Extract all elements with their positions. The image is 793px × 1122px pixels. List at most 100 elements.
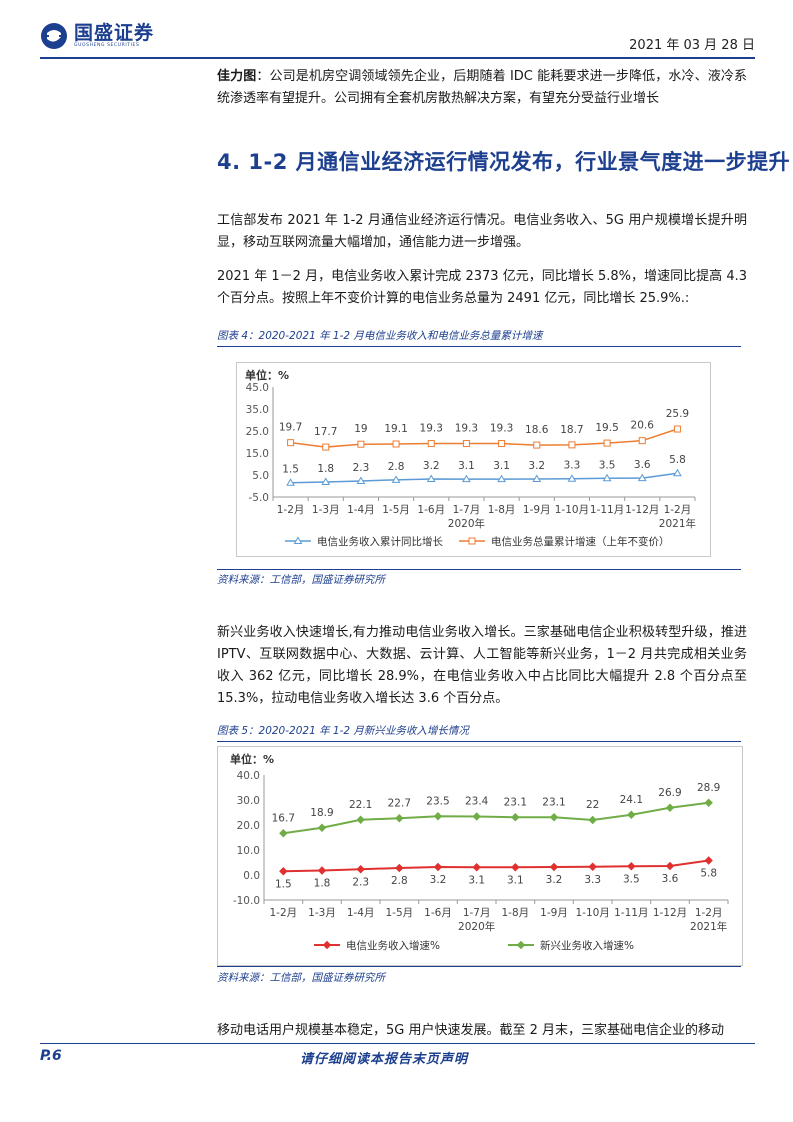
data-point [588,815,597,825]
page-number: P.6 [40,1048,62,1064]
series-line [290,428,678,448]
data-label: 23.1 [542,796,565,808]
data-point [356,815,365,824]
data-label: 19.1 [384,423,407,435]
x-tick-label: 1-4月 [347,504,375,516]
data-point [498,440,506,448]
legend-marker [468,537,476,545]
x-tick-label: 1-6月 [424,907,452,919]
data-label: 1.8 [314,878,331,890]
data-label: 3.2 [423,460,440,472]
data-label: 24.1 [620,794,643,806]
data-label: 3.1 [507,874,524,886]
data-point [665,861,675,871]
x-tick-label: 1-3月 [312,504,340,516]
year-label: 2021年 [690,920,727,933]
year-label: 2021年 [659,517,696,530]
data-point [286,478,295,486]
figure-5-caption: 图表 5：2020-2021 年 1-2 月新兴业务收入增长情况 [217,725,469,737]
y-tick-label: 5.0 [252,470,269,482]
data-label: 3.6 [634,459,651,471]
x-tick-label: 1-3月 [308,907,336,919]
data-label: 18.6 [525,424,549,436]
data-point [462,474,471,483]
figure-4-bottom-rule [217,569,741,570]
data-point [627,862,636,871]
data-label: 3.1 [458,460,475,472]
data-point [638,437,646,445]
data-point [427,440,435,448]
y-tick-label: 0.0 [243,870,260,882]
data-label: 1.5 [275,878,292,890]
data-point [462,440,470,448]
year-label: 2020年 [448,517,485,530]
data-point [317,866,327,875]
data-point [567,474,577,482]
data-label: 5.8 [669,454,686,466]
data-point [317,823,327,832]
data-label: 25.9 [666,408,689,420]
data-point [433,812,443,821]
data-point [357,440,365,448]
x-tick-label: 1-5月 [386,907,414,919]
x-tick-label: 1-10月 [555,504,589,516]
figure-5-chart: 单位：% 40.0 30.0 20.0 10.0 0.0 -10.0 1-2月 1-3月 1-4月… [217,746,743,966]
data-point [391,475,401,483]
x-tick-label: 1-2月 [664,504,692,516]
figure-5-bottom-rule [217,966,741,967]
data-label: 3.5 [623,873,640,885]
data-point [426,474,436,482]
data-label: 3.2 [430,874,447,886]
y-tick-label: 20.0 [237,820,260,832]
data-point [287,439,295,447]
x-tick-label: 1-6月 [417,504,445,516]
logo-icon [41,23,67,49]
legend-marker [516,940,526,950]
data-label: 20.6 [631,420,655,432]
data-label: 19 [354,423,367,435]
data-label: 19.3 [420,423,443,435]
data-label: 3.3 [584,874,601,886]
x-tick-label: 1-4月 [347,907,375,919]
data-label: 26.9 [658,787,681,799]
data-point [704,798,713,807]
data-point [704,856,713,865]
logo-subtitle: GUOSHENG SECURITIES [74,43,140,48]
data-point [602,473,612,482]
x-tick-label: 1-11月 [614,907,648,919]
x-tick-label: 1-7月 [463,907,491,919]
data-point [637,473,647,482]
data-label: 28.9 [697,782,720,794]
figure-5-svg: 单位：% 40.0 30.0 20.0 10.0 0.0 -10.0 1-2月 1-3月 1-4月… [230,752,729,952]
y-tick-label: -5.0 [249,492,270,504]
data-point [472,863,481,872]
x-tick-label: 1-2月 [270,907,298,919]
data-point [395,863,404,873]
logo-name: 国盛证券 [74,22,155,44]
y-tick-label: 40.0 [237,770,260,782]
x-tick-label: 1-12月 [653,907,687,919]
legend-marker [293,536,303,544]
data-label: 2.8 [391,875,408,887]
data-point [356,865,365,874]
data-label: 2.8 [388,461,405,473]
series-line [290,472,678,484]
data-label: 23.1 [504,796,527,808]
y-tick-label: 10.0 [237,845,260,857]
figure-4-top-rule [217,346,741,347]
data-point [532,474,542,482]
data-point [279,829,288,838]
data-label: 3.1 [493,460,510,472]
data-label: 18.9 [310,807,333,819]
figure-5-top-rule [217,741,741,742]
data-label: 2.3 [353,462,370,474]
y-tick-label: 30.0 [237,795,260,807]
data-point [511,813,520,822]
data-label: 3.1 [468,874,485,886]
data-point [568,441,576,449]
data-point [472,812,481,821]
report-date: 2021 年 03 月 28 日 [629,38,755,53]
data-point [322,443,330,451]
x-tick-label: 1-8月 [488,504,516,516]
unit-label: 单位：% [245,368,289,382]
